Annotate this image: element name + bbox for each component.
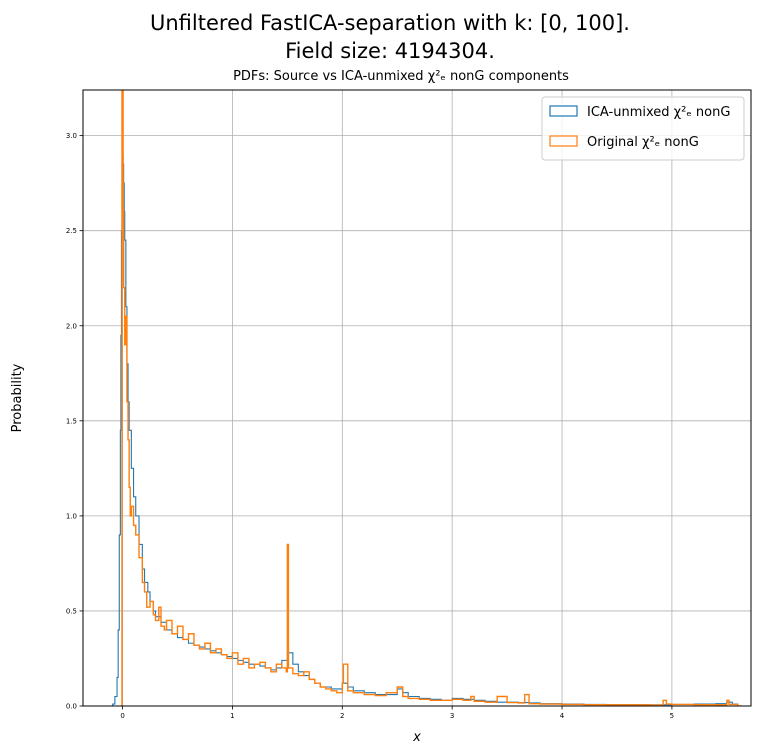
y-tick-label: 0.0 — [66, 703, 77, 711]
figure-title-line2: Field size: 4194304. — [285, 39, 495, 63]
figure-title-line1: Unfiltered FastICA-separation with k: [0… — [150, 11, 630, 35]
y-tick-label: 1.5 — [66, 417, 77, 425]
chart-title: PDFs: Source vs ICA-unmixed χ²ₑ nonG com… — [233, 69, 569, 84]
x-tick-label: 2 — [340, 712, 344, 720]
plot-background — [83, 90, 751, 706]
legend-box — [541, 96, 745, 161]
x-ticks: 0 1 2 3 4 5 — [120, 706, 674, 720]
x-tick-label: 0 — [120, 712, 124, 720]
y-tick-label: 3.0 — [66, 132, 77, 140]
y-axis-label: Probability — [10, 363, 25, 432]
legend-swatch-original — [549, 135, 578, 147]
x-tick-label: 1 — [230, 712, 234, 720]
x-tick-label: 5 — [670, 712, 674, 720]
legend-label-ica: ICA-unmixed χ²ₑ nonG — [587, 105, 730, 120]
y-tick-label: 1.0 — [66, 512, 77, 520]
legend: ICA-unmixed χ²ₑ nonG Original χ²ₑ nonG — [541, 96, 745, 161]
series-layer — [109, 90, 742, 706]
legend-swatch-ica — [549, 105, 578, 117]
x-axis-label: x — [412, 730, 421, 745]
plot-frame — [82, 89, 752, 707]
y-tick-label: 2.0 — [66, 322, 77, 330]
y-tick-label: 0.5 — [66, 607, 77, 615]
y-tick-label: 2.5 — [66, 227, 77, 235]
plot-area: 0 1 2 3 4 5 0.0 0.5 1.0 1.5 2.0 2.5 3.0 — [66, 89, 752, 720]
x-tick-label: 3 — [450, 712, 454, 720]
legend-label-original: Original χ²ₑ nonG — [587, 135, 699, 150]
series-line-original — [120, 90, 742, 706]
y-ticks: 0.0 0.5 1.0 1.5 2.0 2.5 3.0 — [66, 132, 83, 711]
x-tick-label: 4 — [560, 712, 565, 720]
